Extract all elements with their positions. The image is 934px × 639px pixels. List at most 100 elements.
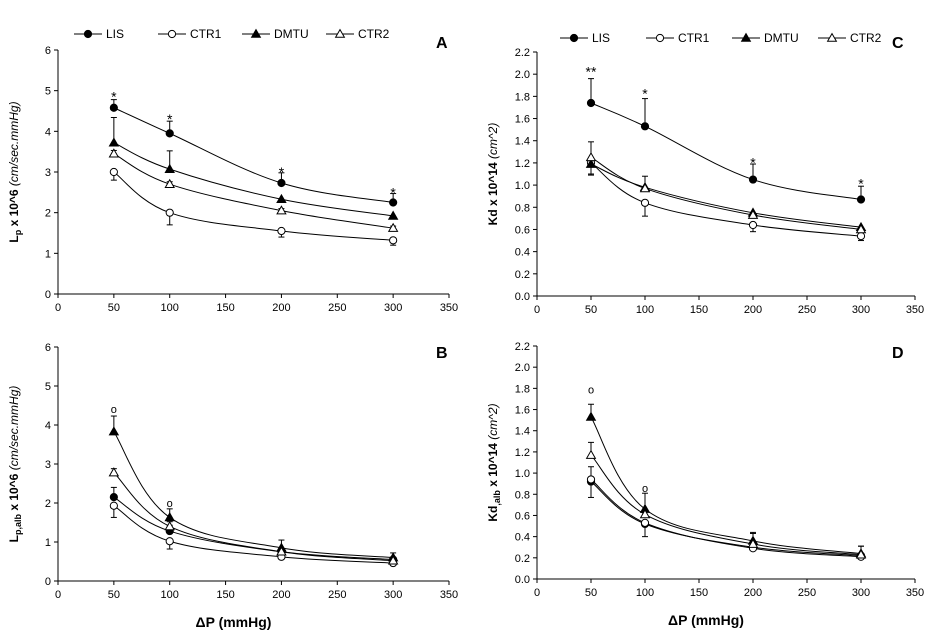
x-tick-label-b-3: 150 xyxy=(216,589,234,601)
y-tick-label-b-6: 6 xyxy=(45,342,51,354)
x-tick-label-c-2: 100 xyxy=(636,304,654,316)
x-tick-label-b-4: 200 xyxy=(272,589,290,601)
x-tick-label-d-7: 350 xyxy=(906,587,924,599)
y-tick-label-d-6: 1.2 xyxy=(515,447,530,459)
y-label-main-b: L xyxy=(7,535,21,542)
y-label-suffix-b: x 10^6 xyxy=(7,470,21,514)
series-line-a-ctr2 xyxy=(113,153,394,229)
marker-c-lis-0 xyxy=(586,98,596,108)
y-tick-label-a-3: 3 xyxy=(45,167,51,179)
marker-d-ctr2-0 xyxy=(585,449,597,459)
annotation-a-1: * xyxy=(167,111,173,127)
marker-c-lis-2 xyxy=(748,175,758,184)
y-tick-label-a-5: 5 xyxy=(45,86,51,98)
marker-b-ctr2-0 xyxy=(108,467,120,477)
x-tick-label-a-5: 250 xyxy=(328,302,346,314)
x-tick-label-d-6: 300 xyxy=(852,587,870,599)
panel-a: 0 1 2 3 4 5 6 0 50 100 150 200 250 300 350 Lp x 10^6 (c… xyxy=(7,27,458,314)
annotation-b-1: o xyxy=(167,498,173,510)
y-tick-label-b-0: 0 xyxy=(45,576,51,588)
x-tick-label-d-5: 250 xyxy=(798,587,816,599)
y-tick-label-d-7: 1.4 xyxy=(515,426,530,438)
annotation-d-0: o xyxy=(588,384,594,396)
x-axis-label-b: ΔP (mmHg) xyxy=(196,614,272,630)
y-tick-label-d-0: 0.0 xyxy=(515,574,530,586)
panel-letter-d: D xyxy=(892,345,904,362)
y-tick-label-d-2: 0.4 xyxy=(515,532,530,544)
marker-c-ctr2-0 xyxy=(585,151,597,162)
annotation-c-2: * xyxy=(750,154,756,170)
y-label-main-c: Kd xyxy=(486,209,500,225)
marker-d-ctr1-1 xyxy=(640,518,650,527)
marker-a-legend-ctr1-1 xyxy=(167,29,177,39)
y-label-unit-a: (cm/sec.mmHg) xyxy=(7,101,21,186)
y-axis-label-d: Kd,alb x 10^14 (cm^2) xyxy=(486,403,502,521)
series-line-c-ctr1 xyxy=(590,162,862,237)
panel-d: 0.0 0.2 0.4 0.6 0.8 1.0 1.2 1.4 1.6 1.8 2.0 2.2 0 50 1… xyxy=(486,341,924,628)
marker-c-ctr2-3 xyxy=(855,224,867,234)
legend-label-a-lis: LIS xyxy=(106,27,124,41)
y-tick-label-a-6: 6 xyxy=(45,45,51,57)
marker-c-lis-1 xyxy=(640,122,650,131)
series-line-d-lis xyxy=(590,481,862,557)
annotation-c-1: * xyxy=(642,86,648,102)
x-tick-label-b-2: 100 xyxy=(161,589,179,601)
x-tick-label-a-7: 350 xyxy=(440,302,458,314)
marker-a-dmtu-2 xyxy=(276,193,287,204)
marker-a-legend-ctr2-3 xyxy=(334,28,346,38)
y-tick-label-d-3: 0.6 xyxy=(515,510,530,522)
y-label-sub-b: p,alb xyxy=(13,514,23,536)
x-tick-label-c-6: 300 xyxy=(852,304,870,316)
y-tick-label-b-5: 5 xyxy=(45,381,51,393)
x-tick-label-c-0: 0 xyxy=(534,304,540,316)
marker-a-legend-dmtu-2 xyxy=(250,28,262,38)
annotation-c-0: ** xyxy=(586,64,597,80)
series-line-c-dmtu xyxy=(590,163,862,228)
y-label-suffix-d: x 10^14 xyxy=(486,440,500,490)
marker-b-lis-0 xyxy=(109,493,118,502)
y-tick-label-d-5: 1.0 xyxy=(515,468,530,480)
marker-a-dmtu-0 xyxy=(108,137,120,147)
panel-letter-b: B xyxy=(436,345,448,362)
y-tick-label-c-0: 0.0 xyxy=(515,291,530,303)
legend-label-c-ctr1: CTR1 xyxy=(678,31,710,45)
legend-label-c-ctr2: CTR2 xyxy=(850,31,882,45)
y-tick-label-d-8: 1.6 xyxy=(515,405,530,417)
x-tick-label-c-4: 200 xyxy=(744,304,762,316)
x-tick-label-a-0: 0 xyxy=(55,302,61,314)
y-label-sub-a: p xyxy=(13,229,23,235)
x-tick-label-c-3: 150 xyxy=(690,304,708,316)
y-tick-label-c-7: 1.4 xyxy=(515,136,530,148)
y-label-unit-c: (cm^2) xyxy=(486,123,500,159)
x-tick-label-a-4: 200 xyxy=(272,302,290,314)
series-line-c-lis xyxy=(590,102,862,201)
x-tick-label-c-1: 50 xyxy=(585,304,597,316)
marker-b-ctr2-2 xyxy=(276,546,287,556)
marker-c-legend-lis-0 xyxy=(569,33,579,43)
x-tick-label-b-6: 300 xyxy=(384,589,402,601)
series-line-a-dmtu xyxy=(113,142,394,217)
marker-a-ctr2-2 xyxy=(276,205,287,215)
marker-a-legend-lis-0 xyxy=(83,29,93,39)
x-tick-label-a-3: 150 xyxy=(216,302,234,314)
marker-a-lis-0 xyxy=(109,103,118,112)
y-tick-label-a-1: 1 xyxy=(45,248,51,260)
annotation-a-0: * xyxy=(111,89,117,105)
y-tick-label-d-1: 0.2 xyxy=(515,553,530,565)
y-label-main-d: Kd xyxy=(486,506,500,522)
annotation-a-2: * xyxy=(279,164,285,180)
marker-a-dmtu-3 xyxy=(387,210,399,220)
y-label-sub-d: ,alb xyxy=(492,490,502,506)
y-axis-label-c: Kd x 10^14 (cm^2) xyxy=(486,123,500,226)
marker-a-dmtu-1 xyxy=(164,163,175,173)
x-axis-label-d: ΔP (mmHg) xyxy=(668,612,744,628)
series-line-b-ctr2 xyxy=(113,472,394,562)
marker-a-ctr1-2 xyxy=(277,226,286,236)
y-tick-label-c-5: 1.0 xyxy=(515,180,530,192)
legend-label-a-dmtu: DMTU xyxy=(274,27,309,41)
y-tick-label-b-3: 3 xyxy=(45,459,51,471)
series-line-b-ctr1 xyxy=(113,505,394,564)
y-tick-label-c-10: 2.0 xyxy=(515,69,530,81)
x-tick-label-d-1: 50 xyxy=(585,587,597,599)
